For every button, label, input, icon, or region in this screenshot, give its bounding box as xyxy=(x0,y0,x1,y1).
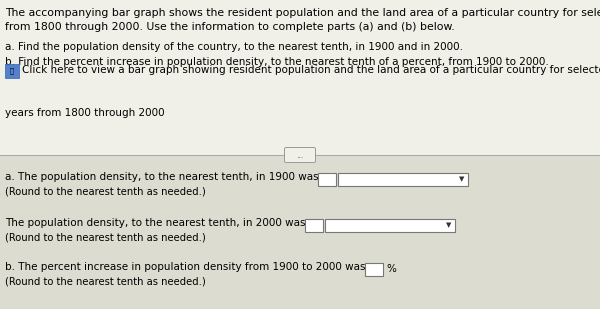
Bar xyxy=(365,263,383,276)
Text: ▼: ▼ xyxy=(446,222,452,228)
Text: 🏔: 🏔 xyxy=(10,68,14,74)
Text: b. The percent increase in population density from 1900 to 2000 was: b. The percent increase in population de… xyxy=(5,262,365,272)
Text: %: % xyxy=(386,265,396,274)
Text: (Round to the nearest tenth as needed.): (Round to the nearest tenth as needed.) xyxy=(5,187,206,197)
Bar xyxy=(325,219,455,232)
Text: Click here to view a bar graph showing resident population and the land area of : Click here to view a bar graph showing r… xyxy=(22,65,600,75)
Bar xyxy=(5,64,19,78)
Text: ▼: ▼ xyxy=(460,176,464,183)
Text: b. Find the percent increase in population density, to the nearest tenth of a pe: b. Find the percent increase in populati… xyxy=(5,57,549,67)
Bar xyxy=(318,173,336,186)
Bar xyxy=(338,173,468,186)
Text: a. The population density, to the nearest tenth, in 1900 was: a. The population density, to the neares… xyxy=(5,172,319,182)
Bar xyxy=(305,219,323,232)
Bar xyxy=(0,0,600,155)
Text: The population density, to the nearest tenth, in 2000 was: The population density, to the nearest t… xyxy=(5,218,305,228)
Bar xyxy=(0,155,600,309)
Text: The accompanying bar graph shows the resident population and the land area of a : The accompanying bar graph shows the res… xyxy=(5,8,600,18)
FancyBboxPatch shape xyxy=(284,147,316,163)
Text: (Round to the nearest tenth as needed.): (Round to the nearest tenth as needed.) xyxy=(5,277,206,287)
Text: years from 1800 through 2000: years from 1800 through 2000 xyxy=(5,108,164,118)
Text: (Round to the nearest tenth as needed.): (Round to the nearest tenth as needed.) xyxy=(5,233,206,243)
Text: from 1800 through 2000. Use the information to complete parts (a) and (b) below.: from 1800 through 2000. Use the informat… xyxy=(5,22,455,32)
Text: ...: ... xyxy=(296,150,304,159)
Text: a. Find the population density of the country, to the nearest tenth, in 1900 and: a. Find the population density of the co… xyxy=(5,42,463,52)
